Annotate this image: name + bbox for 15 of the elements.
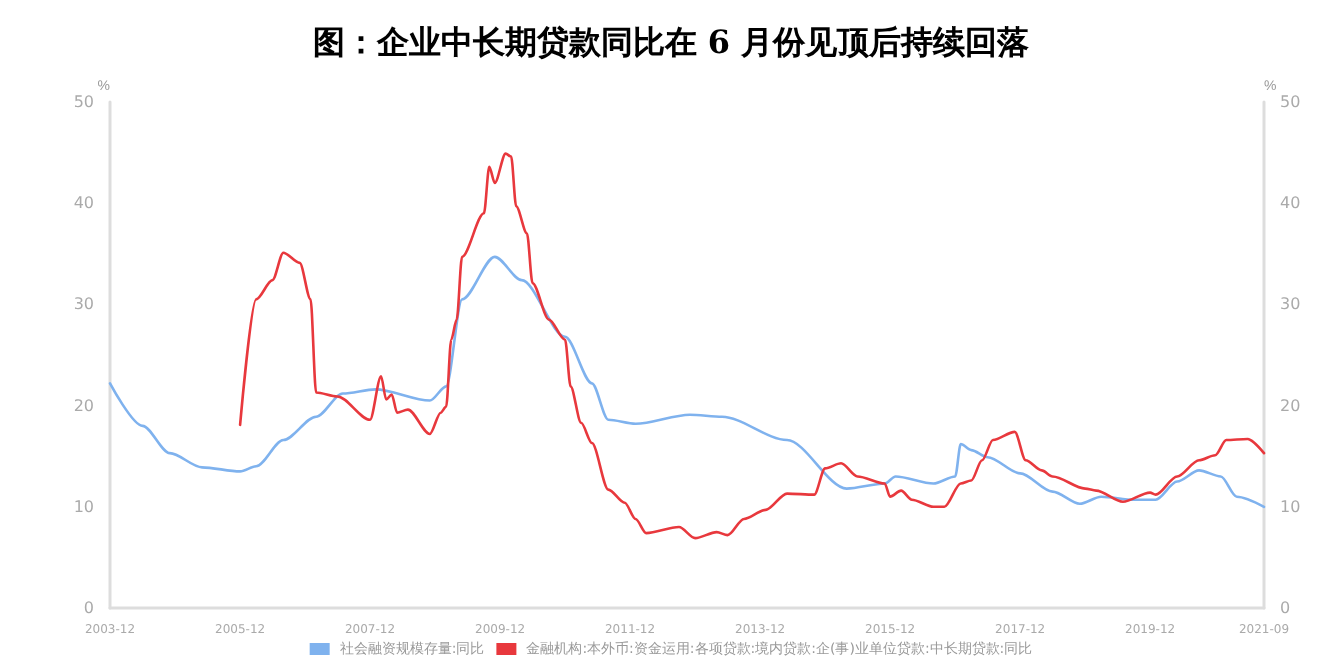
y2-tick-label: 0 bbox=[1280, 599, 1291, 617]
y2-tick-label: 30 bbox=[1280, 295, 1301, 314]
y2-tick-label: 50 bbox=[1280, 93, 1301, 111]
y-tick-label: 20 bbox=[73, 396, 94, 415]
y2-tick-label: 40 bbox=[1280, 194, 1301, 213]
y2-tick-label: 20 bbox=[1280, 396, 1301, 415]
chart-title: 图：企业中长期贷款同比在 6 月份见顶后持续回落 bbox=[312, 23, 1030, 61]
y-tick-label: 10 bbox=[73, 497, 94, 516]
y2-tick-label: 10 bbox=[1280, 497, 1301, 516]
y-tick-label: 0 bbox=[83, 599, 94, 617]
y-tick-label: 40 bbox=[73, 194, 94, 213]
y-tick-label: 30 bbox=[73, 295, 94, 314]
y-tick-label: 50 bbox=[73, 93, 94, 111]
line-series bbox=[238, 152, 1266, 540]
line-series bbox=[108, 255, 1266, 509]
